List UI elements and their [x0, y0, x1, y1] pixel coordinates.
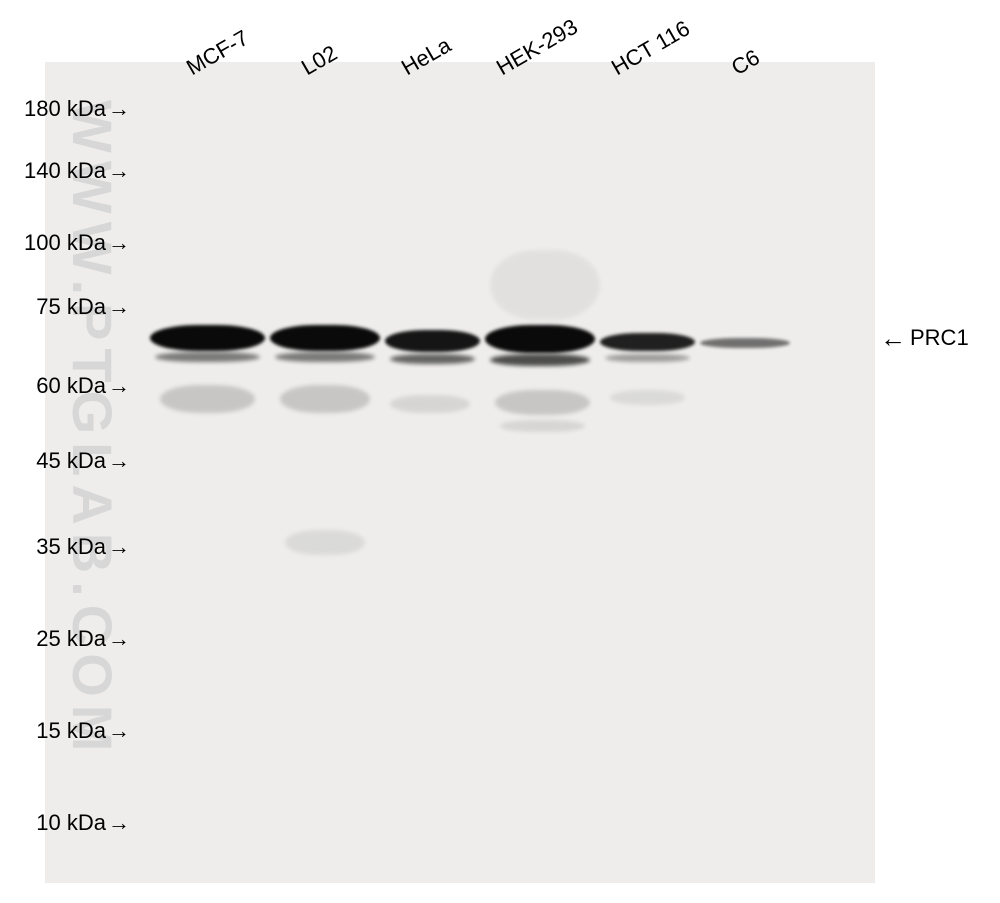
ladder-marker: 180 kDa→ — [0, 96, 130, 122]
western-blot: WWW.PTGLAB.COM 180 kDa→140 kDa→100 kDa→7… — [0, 0, 1000, 903]
band — [490, 354, 590, 366]
band — [155, 352, 260, 362]
ladder-marker: 25 kDa→ — [0, 626, 130, 652]
band — [285, 530, 365, 555]
band — [280, 385, 370, 413]
ladder-marker: 10 kDa→ — [0, 810, 130, 836]
ladder-marker: 140 kDa→ — [0, 158, 130, 184]
marker-weight: 15 kDa — [36, 718, 106, 743]
main-band — [600, 333, 695, 351]
marker-weight: 10 kDa — [36, 810, 106, 835]
arrow-right-icon: → — [108, 373, 130, 398]
band — [610, 390, 685, 405]
band — [390, 395, 470, 413]
ladder-marker: 45 kDa→ — [0, 448, 130, 474]
ladder-marker: 75 kDa→ — [0, 294, 130, 320]
marker-weight: 140 kDa — [24, 158, 106, 183]
main-band — [485, 325, 595, 353]
band — [500, 420, 585, 432]
arrow-right-icon: → — [108, 294, 130, 319]
arrow-right-icon: → — [108, 158, 130, 183]
marker-weight: 100 kDa — [24, 230, 106, 255]
main-band — [385, 330, 480, 352]
marker-weight: 180 kDa — [24, 96, 106, 121]
marker-weight: 25 kDa — [36, 626, 106, 651]
ladder-marker: 35 kDa→ — [0, 534, 130, 560]
marker-weight: 75 kDa — [36, 294, 106, 319]
ladder-marker: 15 kDa→ — [0, 718, 130, 744]
marker-weight: 60 kDa — [36, 373, 106, 398]
band — [275, 352, 375, 362]
blot-membrane — [45, 62, 875, 883]
target-name: PRC1 — [910, 325, 969, 350]
target-protein-label: ←PRC1 — [880, 321, 969, 352]
ladder-marker: 60 kDa→ — [0, 373, 130, 399]
marker-weight: 45 kDa — [36, 448, 106, 473]
arrow-left-icon: ← — [880, 323, 906, 354]
arrow-right-icon: → — [108, 626, 130, 651]
main-band — [270, 325, 380, 351]
arrow-right-icon: → — [108, 718, 130, 743]
band — [495, 390, 590, 415]
marker-weight: 35 kDa — [36, 534, 106, 559]
band — [390, 354, 475, 364]
band — [160, 385, 255, 413]
band — [605, 354, 690, 362]
main-band — [150, 325, 265, 351]
arrow-right-icon: → — [108, 810, 130, 835]
band — [490, 250, 600, 320]
arrow-right-icon: → — [108, 448, 130, 473]
ladder-marker: 100 kDa→ — [0, 230, 130, 256]
arrow-right-icon: → — [108, 534, 130, 559]
main-band — [700, 338, 790, 348]
arrow-right-icon: → — [108, 96, 130, 121]
arrow-right-icon: → — [108, 230, 130, 255]
